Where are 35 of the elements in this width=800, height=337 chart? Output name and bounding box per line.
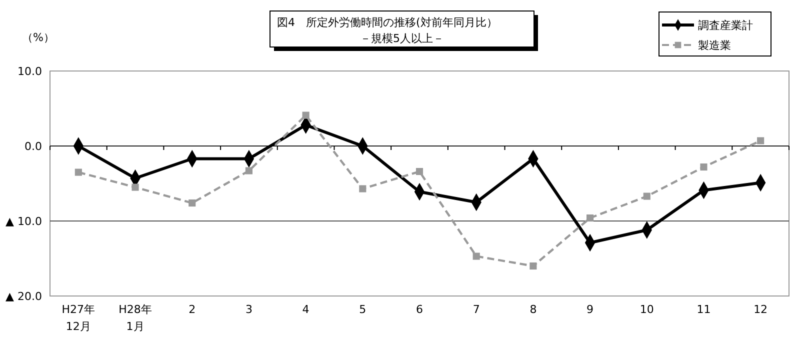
x-tick-label: 2	[188, 303, 196, 316]
point	[472, 252, 480, 260]
x-tick-label: 8	[530, 303, 537, 316]
point	[643, 192, 650, 200]
x-tick-label: 6	[416, 303, 423, 316]
legend-label: 調査産業計	[698, 18, 753, 32]
y-tick-label: ▲ 10.0	[6, 214, 42, 228]
x-tick-label: 4	[302, 303, 310, 316]
x-tick-label: 5	[359, 303, 366, 316]
point	[700, 163, 708, 171]
y-axis-title: （%）	[22, 31, 54, 44]
x-tick-label: 9	[586, 303, 594, 316]
point	[416, 168, 424, 176]
chart-title: 図4 所定外労働時間の推移(対前年同月比）	[277, 16, 498, 29]
x-tick-label: 10	[640, 303, 654, 316]
point	[359, 185, 366, 192]
y-tick-label: ▲ 20.0	[6, 290, 42, 303]
point	[132, 184, 139, 191]
x-tick-label: 7	[472, 303, 480, 316]
x-tick-label: 11	[696, 303, 711, 316]
x-tick-label: H27年 12月	[62, 303, 96, 333]
point	[302, 112, 310, 119]
x-tick-label: H28年 1月	[118, 303, 152, 333]
legend-label: 製造業	[698, 38, 731, 52]
x-tick-label: 3	[245, 303, 252, 316]
point	[757, 137, 764, 144]
y-tick-label: 0.0	[24, 140, 42, 153]
point	[188, 199, 196, 207]
point	[530, 262, 537, 270]
chart-subtitle: －規模5人以上－	[360, 32, 444, 45]
point	[74, 168, 82, 176]
y-tick-label: 10.0	[18, 64, 42, 78]
point	[586, 214, 594, 222]
point	[245, 167, 252, 174]
x-tick-label: 12	[754, 303, 768, 316]
